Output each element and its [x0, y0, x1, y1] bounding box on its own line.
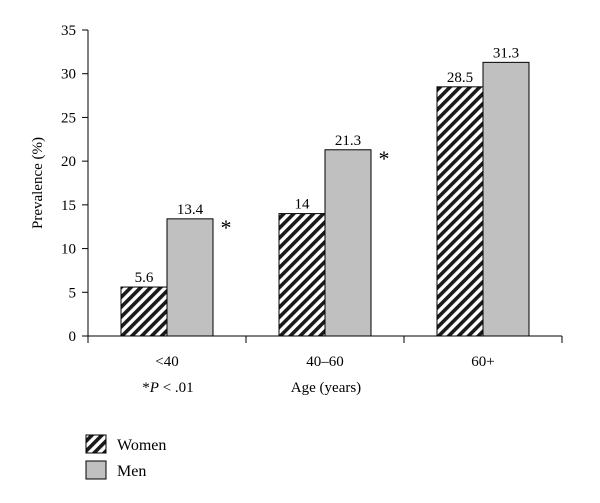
legend: Women Men [85, 434, 166, 480]
legend-swatch-men [85, 460, 107, 480]
bar-men [482, 61, 530, 337]
x-category-label: <40 [155, 354, 178, 370]
bar-men [324, 149, 372, 337]
bar-women [120, 286, 168, 337]
data-label: 5.6 [135, 270, 154, 286]
footnote-text: < .01 [159, 380, 194, 396]
y-axis-title: Prevalence (%) [30, 137, 46, 229]
footnote-star: * [142, 380, 150, 396]
legend-label-men: Men [117, 463, 146, 480]
data-label: 14 [295, 197, 311, 213]
y-tick-label: 20 [61, 154, 76, 170]
significance-mark: * [379, 146, 390, 171]
footnote-p: P [149, 380, 159, 396]
y-tick-label: 35 [61, 23, 76, 39]
x-category-label: 60+ [471, 354, 494, 370]
footnote: *P < .01 [142, 380, 193, 396]
y-tick-label: 10 [61, 242, 76, 258]
legend-swatch-women [85, 434, 107, 454]
x-category-label: 40–60 [306, 354, 344, 370]
legend-label-women: Women [117, 437, 166, 454]
bar-women [278, 213, 326, 337]
data-label: 13.4 [177, 202, 204, 218]
data-label: 21.3 [335, 133, 361, 149]
y-tick-label: 0 [69, 329, 77, 345]
significance-mark: * [221, 215, 232, 240]
data-label: 31.3 [493, 45, 519, 61]
y-tick-label: 15 [61, 198, 76, 214]
data-label: 28.5 [447, 70, 473, 86]
bar-men [166, 218, 214, 337]
bar-women [436, 86, 484, 337]
y-tick-label: 5 [69, 285, 77, 301]
y-tick-label: 25 [61, 110, 76, 126]
y-tick-label: 30 [61, 67, 76, 83]
x-axis-title: Age (years) [291, 380, 361, 396]
